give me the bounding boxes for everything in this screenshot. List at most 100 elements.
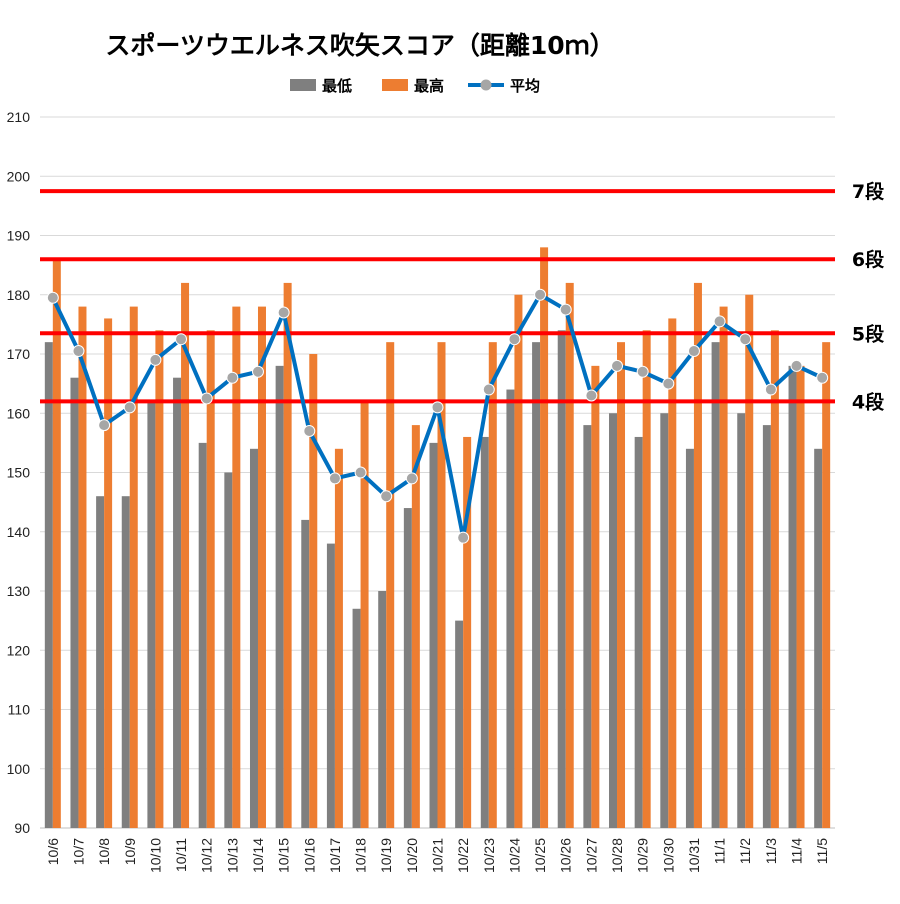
y-axis: 90 100 110 120 130 140 150 160 170 180 190 200 210 [7, 109, 31, 836]
average-point [611, 359, 624, 372]
x-tick-label: 10/27 [583, 838, 599, 873]
x-tick-label: 10/11 [173, 838, 189, 872]
bar-min [788, 365, 797, 828]
y-tick-label: 150 [7, 465, 31, 481]
average-point [72, 345, 85, 358]
bar-min [429, 442, 438, 828]
bar-min [480, 436, 489, 828]
x-tick-label: 10/10 [147, 838, 163, 873]
average-point [251, 365, 264, 378]
legend-label: 平均 [510, 77, 540, 95]
bar-min [198, 442, 207, 828]
bar-max [540, 247, 549, 829]
average-point [277, 306, 290, 319]
bar-min [711, 342, 720, 828]
average-point [354, 466, 367, 479]
y-tick-label: 100 [7, 761, 31, 777]
bar-max [334, 448, 343, 828]
bar-max [796, 365, 805, 828]
y-tick-label: 190 [7, 228, 31, 244]
bar-max [52, 259, 61, 828]
legend-swatch [290, 79, 316, 91]
bar-min [326, 543, 335, 828]
legend-label: 最低 [322, 77, 352, 95]
x-tick-label: 10/29 [635, 838, 651, 873]
y-tick-label: 200 [7, 168, 31, 184]
average-point [431, 401, 444, 414]
bar-min [660, 413, 669, 828]
average-point [46, 291, 59, 304]
y-tick-label: 180 [7, 287, 31, 303]
y-tick-label: 120 [7, 642, 31, 658]
x-tick-label: 11/5 [814, 838, 830, 864]
bar-min [224, 472, 233, 828]
bar-min [762, 425, 771, 828]
y-tick-label: 130 [7, 583, 31, 599]
average-point [457, 531, 470, 544]
x-tick-label: 11/4 [789, 838, 805, 864]
bar-max [822, 342, 831, 828]
average-point [739, 333, 752, 346]
average-point [482, 383, 495, 396]
x-tick-label: 10/18 [353, 838, 369, 873]
y-tick-label: 170 [7, 346, 31, 362]
bar-max [155, 330, 164, 828]
x-tick-label: 10/9 [122, 838, 138, 865]
x-tick-label: 10/14 [250, 838, 266, 873]
x-tick-label: 10/12 [199, 838, 215, 873]
bar-min [96, 496, 105, 828]
bar-max [668, 318, 677, 828]
x-tick-label: 10/26 [558, 838, 574, 873]
bar-max [617, 342, 626, 828]
average-point [816, 371, 829, 384]
x-tick-label: 10/25 [532, 838, 548, 873]
bars [44, 247, 831, 829]
bar-min [275, 365, 284, 828]
dan-label: 7段 [852, 180, 885, 203]
bar-max [642, 330, 651, 828]
bar-max [488, 342, 497, 828]
average-point [149, 353, 162, 366]
bar-max [104, 318, 113, 828]
average-point [585, 389, 598, 402]
bar-max [129, 306, 138, 829]
x-tick-label: 10/24 [506, 838, 522, 873]
average-point [559, 303, 572, 316]
average-point [534, 288, 547, 301]
bar-max [719, 306, 728, 829]
reference-lines: 7段 6段 5段 4段 [40, 180, 885, 413]
average-point [687, 345, 700, 358]
x-tick-label: 10/16 [301, 838, 317, 873]
bar-min [814, 448, 823, 828]
dan-label: 4段 [852, 390, 885, 413]
x-tick-label: 10/15 [276, 838, 292, 873]
bar-min [609, 413, 618, 828]
x-tick-label: 10/8 [96, 838, 112, 865]
x-tick-label: 10/19 [378, 838, 394, 873]
average-point [98, 419, 111, 432]
bar-min [70, 377, 79, 828]
average-point [226, 371, 239, 384]
average-point [123, 401, 136, 414]
bar-max [514, 294, 523, 828]
dan-label: 5段 [852, 322, 885, 345]
average-point [508, 333, 521, 346]
bar-max [591, 365, 600, 828]
bar-min [301, 519, 310, 828]
bar-max [463, 436, 472, 828]
x-axis: 10/6 10/7 10/8 10/9 10/10 10/11 10/12 10/13 10/1… [45, 838, 830, 873]
bar-max [206, 330, 215, 828]
bar-max [565, 282, 574, 828]
chart-title: スポーツウエルネス吹矢スコア（距離10ｍ） [105, 31, 614, 60]
average-point [790, 359, 803, 372]
x-tick-label: 10/7 [70, 838, 86, 865]
bar-min [378, 591, 387, 828]
bar-max [232, 306, 241, 829]
bar-min [685, 448, 694, 828]
bar-min [352, 608, 361, 828]
bar-min [532, 342, 541, 828]
bar-max [437, 342, 446, 828]
x-tick-label: 11/2 [737, 838, 753, 864]
